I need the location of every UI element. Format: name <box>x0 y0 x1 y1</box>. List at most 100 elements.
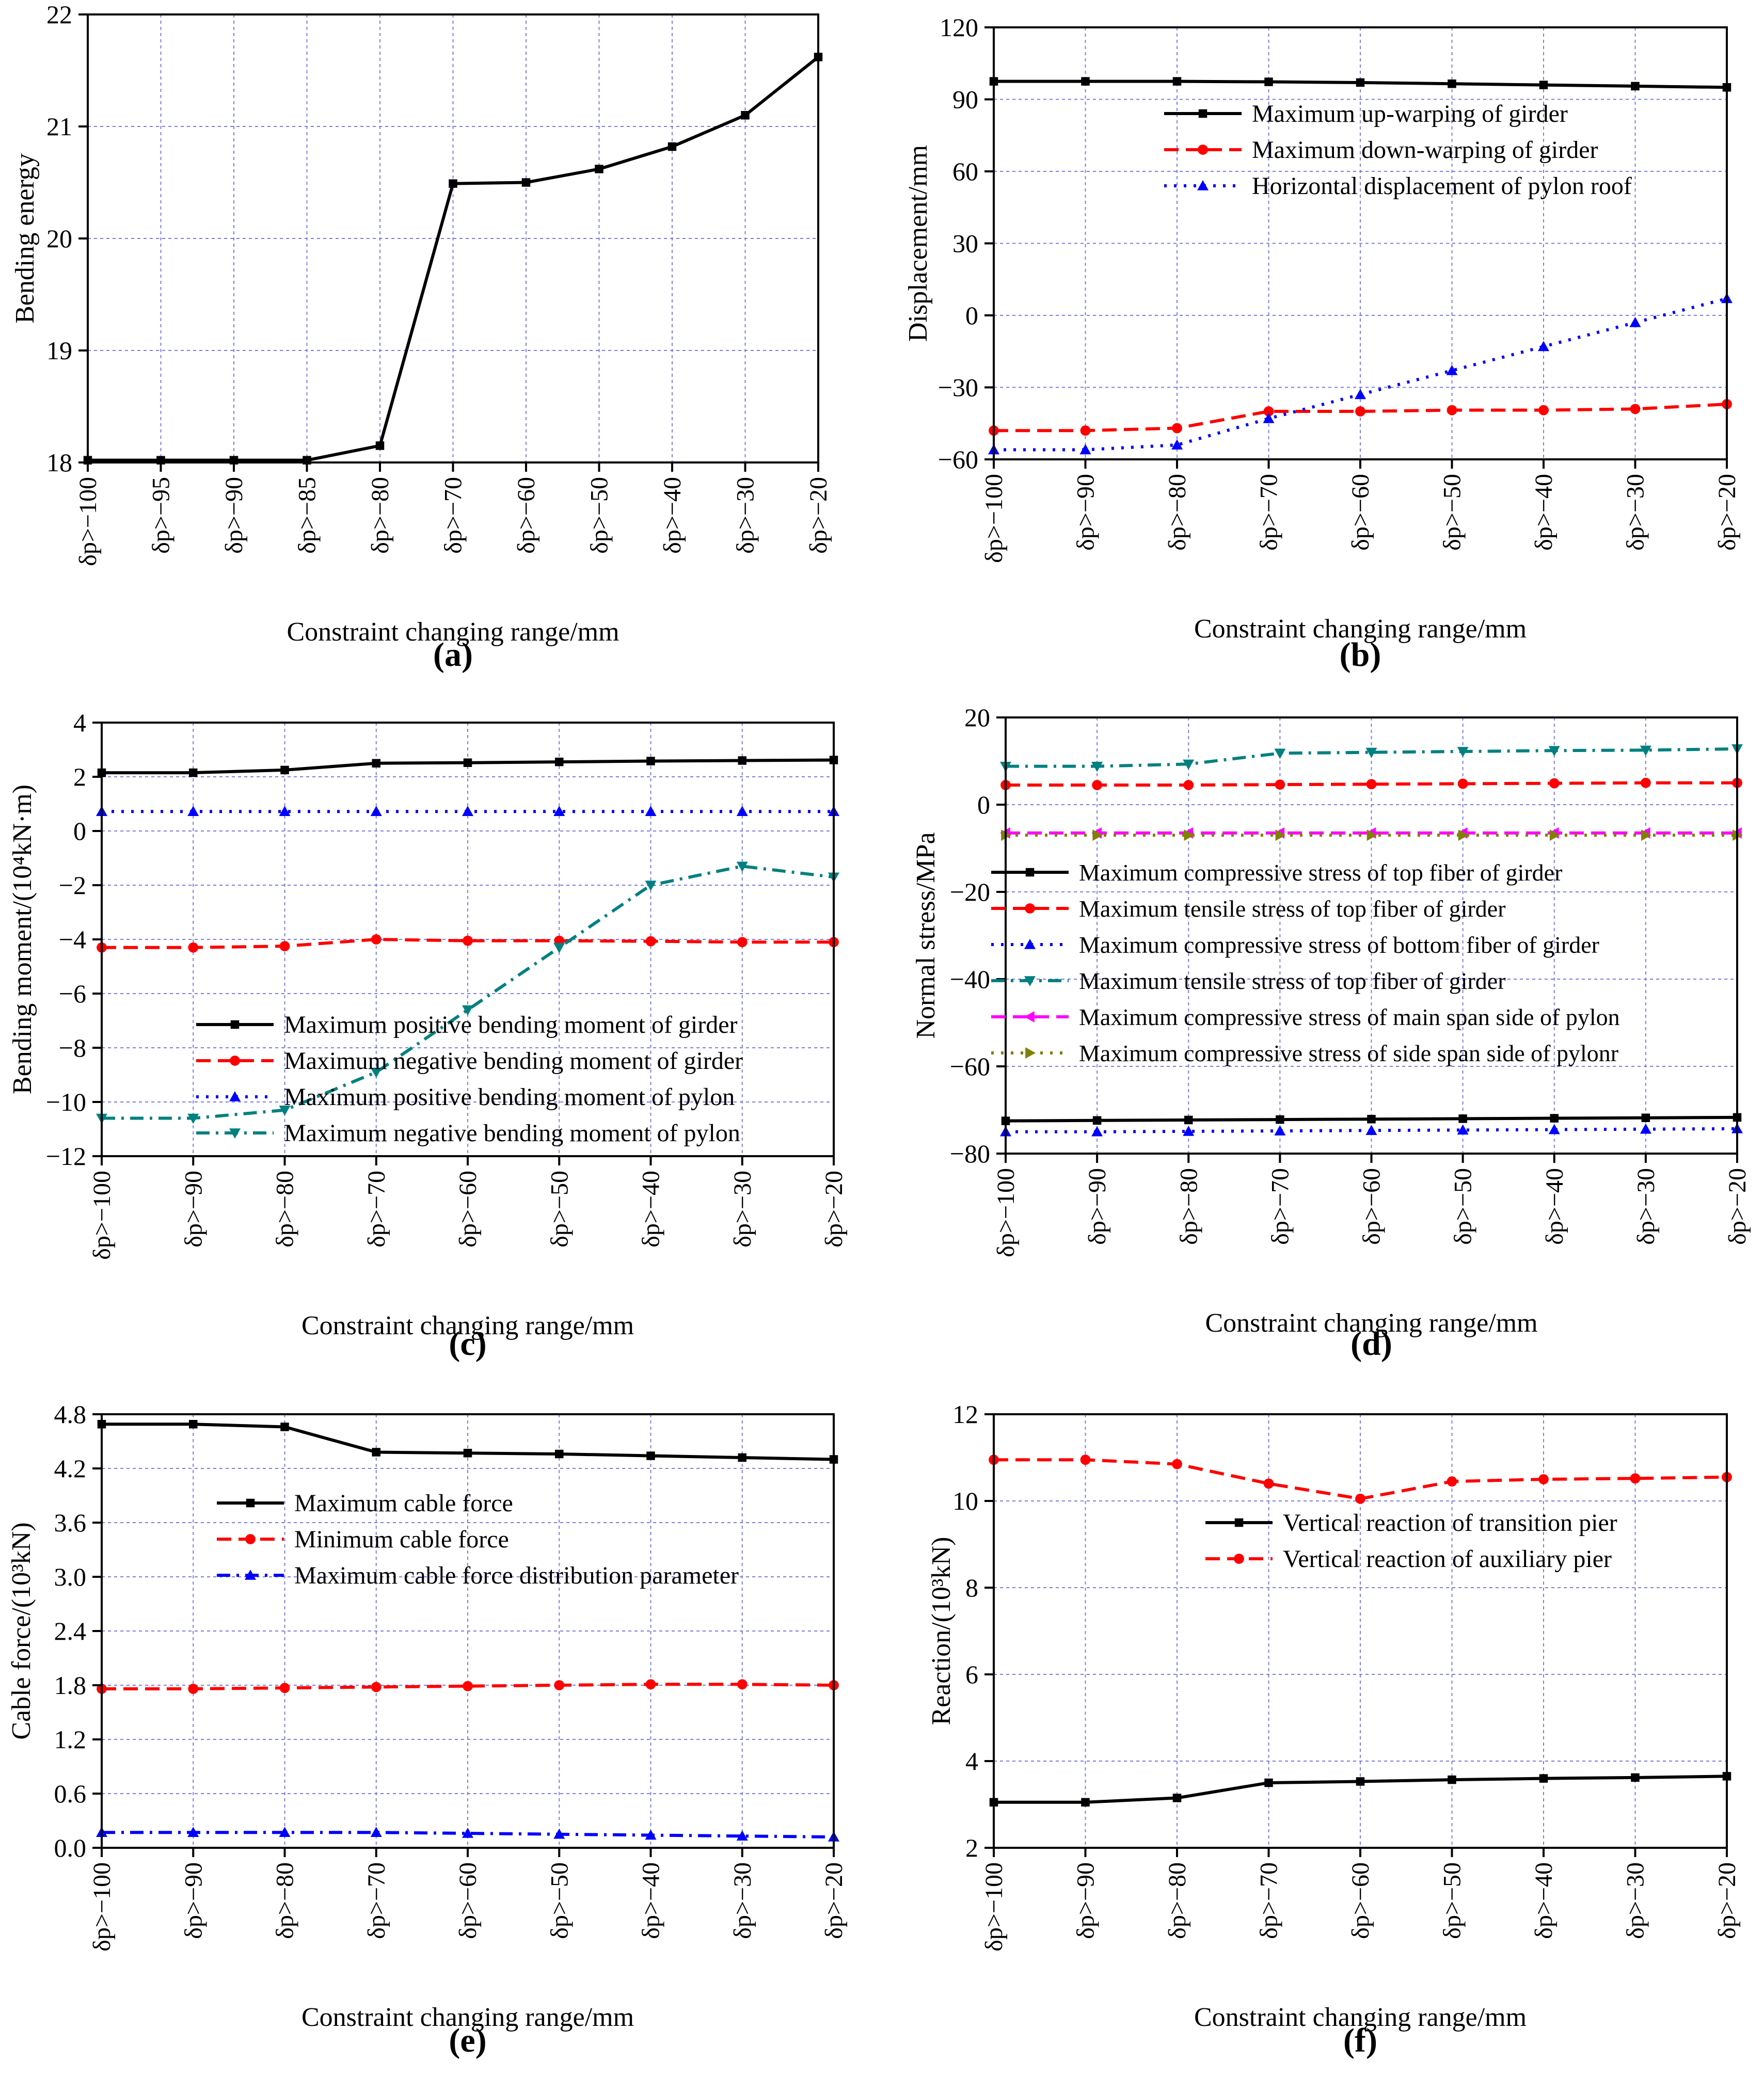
legend-label: Vertical reaction of transition pier <box>1283 1509 1617 1537</box>
data-point <box>1640 1123 1651 1134</box>
data-point <box>1172 1794 1182 1802</box>
legend-label: Maximum negative bending moment of girde… <box>284 1047 743 1075</box>
x-tick-label: δp>−70 <box>1256 474 1283 551</box>
x-tick-label: δp>−20 <box>1713 474 1741 551</box>
x-tick-label: δp>−30 <box>729 1862 756 1939</box>
data-point <box>370 1827 382 1837</box>
data-point <box>645 936 656 947</box>
y-tick-label: 4.8 <box>54 1400 87 1429</box>
legend-marker <box>1198 109 1207 118</box>
data-point <box>645 806 657 816</box>
legend-marker <box>229 1091 241 1101</box>
series-line-3 <box>1006 1127 1738 1133</box>
data-point <box>1080 1454 1091 1465</box>
y-tick-label: 2 <box>73 762 86 791</box>
data-point <box>1538 405 1549 415</box>
series-line-2 <box>102 1683 834 1690</box>
data-point <box>187 806 199 816</box>
data-point <box>1263 406 1274 417</box>
legend-marker <box>230 1056 240 1066</box>
y-tick-label: 60 <box>952 157 978 186</box>
data-point <box>1172 1459 1182 1469</box>
data-point <box>645 1829 657 1840</box>
x-tick-label: δp>−70 <box>1266 1168 1294 1245</box>
data-point <box>1356 78 1365 87</box>
x-tick-label: δp>−90 <box>1072 474 1100 551</box>
data-point <box>1457 778 1468 789</box>
y-tick-label: −2 <box>59 871 86 900</box>
x-tick-label: δp>−60 <box>1358 1168 1386 1245</box>
x-tick-label: δp>−80 <box>1164 474 1191 551</box>
x-tick-label: δp>−50 <box>546 1171 573 1248</box>
x-tick-label: δp>−60 <box>1347 1862 1374 1939</box>
data-point <box>1447 1476 1457 1487</box>
data-point <box>645 881 657 891</box>
y-axis-label: Displacement/mm <box>903 145 933 342</box>
x-tick-label: δp>−40 <box>638 1171 665 1248</box>
x-tick-label: δp>−80 <box>272 1862 299 1939</box>
x-tick-label: δp>−60 <box>454 1862 482 1939</box>
data-point <box>1080 425 1091 436</box>
legend: Vertical reaction of transition pier Vert… <box>1205 1509 1617 1573</box>
data-point <box>1549 778 1560 789</box>
chart-panel-2: −60 −30 0 30 60 90 120 δp>−100 δp>−90 δp>−80 δp>−7… <box>903 13 1741 674</box>
data-point <box>1366 829 1377 841</box>
y-tick-label: −4 <box>59 925 86 954</box>
data-point <box>1550 1114 1559 1123</box>
legend-label: Maximum tensile stress of top fiber of g… <box>1079 896 1506 922</box>
x-tick-label: δp>−70 <box>363 1171 390 1248</box>
legend-label: Maximum positive bending moment of pylon <box>284 1083 735 1111</box>
x-tick-label: δp>−60 <box>513 477 540 554</box>
data-point <box>1092 780 1103 790</box>
legend: Maximum cable force Minimum cable force Ma… <box>217 1490 739 1589</box>
data-point <box>370 1067 382 1078</box>
y-tick-label: 12 <box>952 1400 978 1429</box>
x-tick-label: δp>−40 <box>1530 1862 1558 1939</box>
data-point <box>1630 404 1641 414</box>
x-tick-label: δp>−90 <box>180 1171 207 1248</box>
x-tick-label: δp>−80 <box>1164 1862 1191 1939</box>
legend-label: Maximum tensile stress of top fiber of g… <box>1079 968 1506 994</box>
data-point <box>1275 779 1285 790</box>
legend-marker <box>1025 903 1035 914</box>
data-point <box>463 1449 472 1458</box>
legend-label: Maximum up-warping of girder <box>1252 100 1568 127</box>
y-tick-label: 1.8 <box>54 1671 87 1700</box>
y-tick-label: −30 <box>938 373 978 402</box>
data-point <box>1263 1478 1274 1489</box>
legend-marker <box>246 1498 255 1508</box>
x-tick-label: δp>−40 <box>659 477 686 554</box>
x-tick-label: δp>−100 <box>88 1171 116 1260</box>
y-tick-label: 2 <box>965 1833 978 1862</box>
data-point <box>1172 423 1182 434</box>
data-point <box>646 1451 655 1460</box>
data-point <box>1367 1114 1376 1124</box>
y-tick-label: 18 <box>46 448 72 477</box>
x-tick-label: δp>−50 <box>1450 1168 1477 1245</box>
x-tick-label: δp>−100 <box>980 474 1008 563</box>
data-point <box>1458 1114 1467 1123</box>
chart-panel-5: 0.0 0.6 1.2 1.8 2.4 3.0 3.6 4.2 4.8 δp>−100 δp>−90… <box>7 1400 848 2059</box>
x-tick-label: δp>−50 <box>1439 1862 1466 1939</box>
x-tick-label: δp>−60 <box>1347 474 1374 551</box>
data-point <box>279 1827 291 1837</box>
data-point <box>1631 82 1640 91</box>
x-tick-label: δp>−20 <box>1724 1168 1751 1245</box>
legend-label: Maximum positive bending moment of girde… <box>284 1011 738 1038</box>
x-tick-label: δp>−20 <box>1713 1862 1741 1939</box>
panel-label: (c) <box>449 1325 486 1363</box>
legend: Maximum compressive stress of top fiber … <box>991 859 1620 1066</box>
data-point <box>372 759 380 768</box>
data-point <box>189 768 198 777</box>
data-point <box>668 142 677 151</box>
chart-panel-1: 18 19 20 21 22 δp>−100 δp>−95 δp>−90 δp>−85 δp>−8… <box>10 0 832 674</box>
data-point <box>1091 761 1103 772</box>
data-point <box>187 1827 199 1837</box>
x-tick-label: δp>−20 <box>805 477 832 554</box>
data-point <box>553 1828 565 1839</box>
x-tick-label: δp>−70 <box>363 1862 390 1939</box>
data-point <box>1538 1474 1549 1484</box>
y-tick-label: 19 <box>46 336 72 365</box>
data-point <box>1365 1125 1377 1136</box>
data-point <box>1275 829 1286 841</box>
